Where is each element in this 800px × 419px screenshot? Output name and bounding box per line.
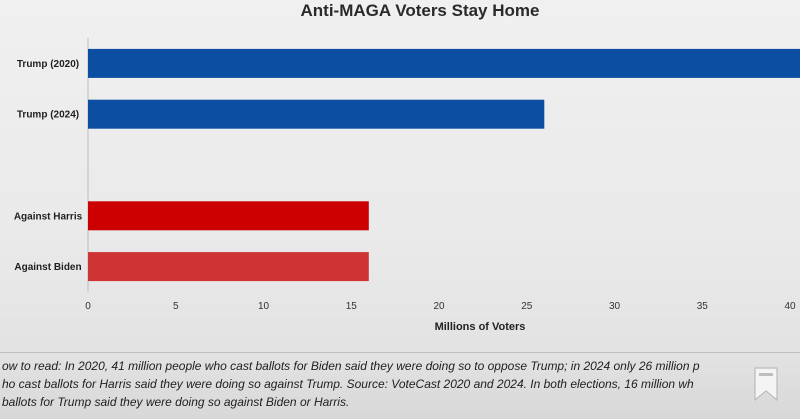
x-tick-label: 25 — [521, 301, 533, 312]
bar — [88, 252, 369, 282]
plot-area: Trump (2020) Trump (2024) Against Harris Ag… — [14, 38, 800, 312]
x-tick-label: 0 — [85, 301, 91, 312]
bookmark-icon[interactable] — [752, 366, 780, 402]
chart-title: Anti-MAGA Voters Stay Home — [301, 1, 540, 20]
x-axis-title: Millions of Voters — [435, 321, 526, 333]
category-label: Trump (2020) — [17, 59, 79, 70]
chart: Anti-MAGA Voters Stay Home Trump (2020)T… — [14, 1, 800, 333]
x-tick-label: 35 — [697, 301, 709, 312]
x-tick-label: 30 — [609, 301, 621, 312]
caption-divider — [0, 352, 800, 353]
bar — [88, 99, 545, 129]
category-label: Against Harris — [14, 211, 83, 222]
bar — [88, 48, 800, 78]
x-tick-label: 5 — [173, 301, 179, 312]
x-tick-label: 40 — [784, 301, 796, 312]
category-label: Against Biden — [14, 262, 81, 273]
caption-text: ow to read: In 2020, 41 million people w… — [2, 359, 700, 409]
x-tick-label: 20 — [433, 301, 445, 312]
x-tick-label: 10 — [258, 301, 270, 312]
bar — [88, 201, 369, 231]
x-tick-label: 15 — [346, 301, 358, 312]
category-label: Trump (2024) — [17, 110, 79, 121]
